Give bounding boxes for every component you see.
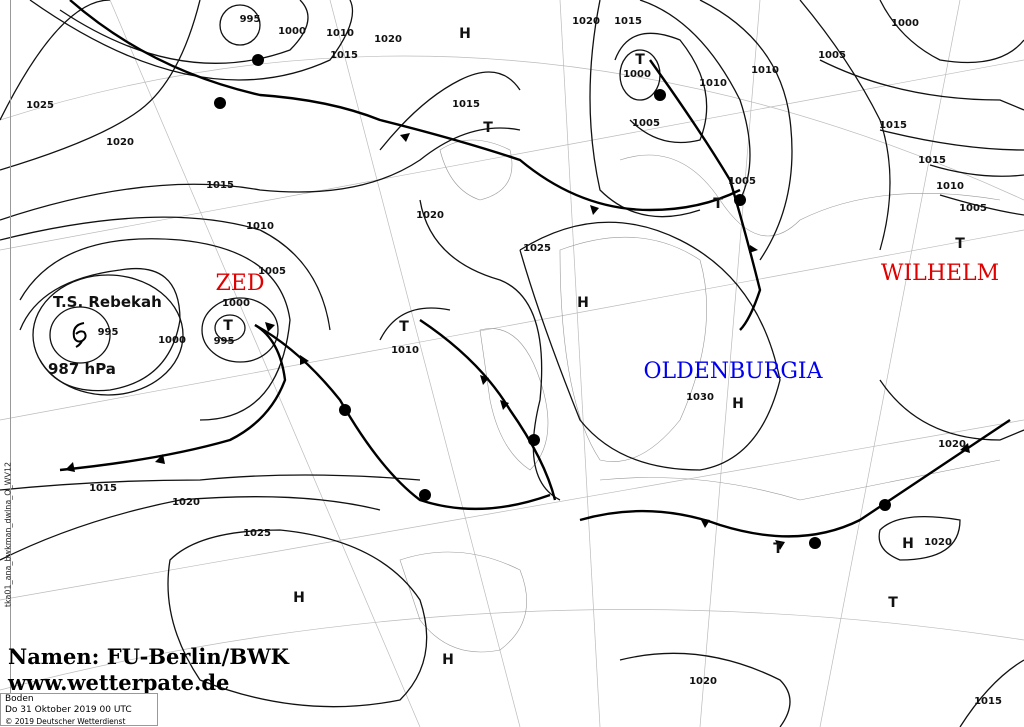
isobar-label: 1015	[918, 155, 946, 166]
low-marker: T	[955, 236, 965, 252]
tropical-storm-icon	[72, 322, 87, 348]
isobar-label: 1020	[374, 34, 402, 45]
low-marker: T	[635, 52, 645, 68]
fronts	[59, 0, 1011, 550]
isobar-label: 1000	[158, 335, 186, 346]
isobar-label: 1000	[891, 18, 919, 29]
isobar-label: 995	[98, 327, 119, 338]
isobar-label: 1000	[278, 26, 306, 37]
isobar-label: 1010	[699, 78, 727, 89]
isobar-label: 1020	[106, 137, 134, 148]
isobar-label: 1010	[751, 65, 779, 76]
low-name-wilhelm: WILHELM	[881, 261, 999, 286]
isobar-label: 1025	[243, 528, 271, 539]
high-marker: H	[902, 536, 914, 552]
low-marker: T	[888, 595, 898, 611]
isobar-labels: 995 1000 1010 1015 1020 1025 1020 1015 1…	[26, 14, 1002, 707]
info-copyright: © 2019 Deutscher Wetterdienst	[5, 717, 126, 726]
low-marker: T	[773, 541, 783, 557]
isobar-label: 1005	[632, 118, 660, 129]
isobar-label: 1015	[89, 483, 117, 494]
low-marker: T	[713, 196, 723, 212]
isobar-label: 995	[214, 336, 235, 347]
isobar-label: 1030	[686, 392, 714, 403]
isobar-label: 1015	[452, 99, 480, 110]
high-marker: H	[293, 590, 305, 606]
isobar-label: 1015	[330, 50, 358, 61]
high-marker: H	[577, 295, 589, 311]
isobar-label: 1020	[924, 537, 952, 548]
high-marker: H	[459, 26, 471, 42]
low-marker: T	[483, 120, 493, 136]
credit-website[interactable]: www.wetterpate.de	[8, 670, 230, 695]
coastlines	[399, 139, 1001, 653]
high-marker: H	[442, 652, 454, 668]
storm-name: T.S. Rebekah	[53, 293, 162, 311]
high-pressure-markers: H H H H H H	[293, 26, 914, 668]
isobar-label: 1000	[623, 69, 651, 80]
isobar-label: 1010	[326, 28, 354, 39]
isobar-label: 1015	[614, 16, 642, 27]
info-box: Boden Do 31 Oktober 2019 00 UTC © 2019 D…	[0, 693, 158, 726]
storm-pressure: 987 hPa	[48, 360, 116, 378]
high-name-oldenburgia: OLDENBURGIA	[643, 359, 823, 384]
isobar-label: 1020	[689, 676, 717, 687]
isobar-label: 1025	[26, 100, 54, 111]
isobar-label: 1005	[959, 203, 987, 214]
isobar-label: 1010	[936, 181, 964, 192]
high-marker: H	[732, 396, 744, 412]
isobar-label: 1005	[728, 176, 756, 187]
credit: Namen: FU-Berlin/BWK www.wetterpate.de	[8, 644, 289, 696]
isobar-label: 1010	[391, 345, 419, 356]
isobar-label: 1005	[258, 266, 286, 277]
low-pressure-markers: T T T T T T T T	[223, 52, 965, 611]
credit-names: Namen: FU-Berlin/BWK	[8, 644, 289, 669]
product-id: tka01_ana_bwkman_dwlna_O_WV12	[3, 461, 13, 608]
isobar-label: 1015	[206, 180, 234, 191]
isobar-label: 1020	[938, 439, 966, 450]
low-name-zed: ZED	[216, 271, 265, 296]
isobar-label: 1005	[818, 50, 846, 61]
isobar-label: 1010	[246, 221, 274, 232]
front-symbols	[65, 54, 970, 550]
isobar-label: 1025	[523, 243, 551, 254]
isobar-label: 1000	[222, 298, 250, 309]
low-marker: T	[399, 319, 409, 335]
info-datetime: Do 31 Oktober 2019 00 UTC	[5, 705, 132, 715]
isobar-label: 1020	[416, 210, 444, 221]
isobar-label: 995	[240, 14, 261, 25]
isobar-label: 1020	[172, 497, 200, 508]
info-level: Boden	[5, 694, 34, 704]
isobar-label: 1020	[572, 16, 600, 27]
isobar-label: 1015	[879, 120, 907, 131]
low-marker: T	[223, 318, 233, 334]
isobar-label: 1015	[974, 696, 1002, 707]
frame-line	[10, 0, 11, 693]
